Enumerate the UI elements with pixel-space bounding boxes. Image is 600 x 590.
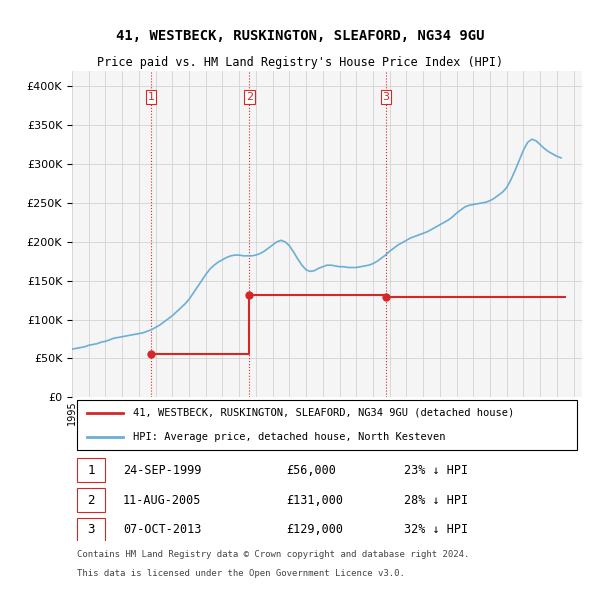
Text: 2: 2 <box>246 92 253 102</box>
Text: £131,000: £131,000 <box>286 494 343 507</box>
Text: Contains HM Land Registry data © Crown copyright and database right 2024.: Contains HM Land Registry data © Crown c… <box>77 550 469 559</box>
Text: 2: 2 <box>88 494 95 507</box>
Text: 32% ↓ HPI: 32% ↓ HPI <box>404 523 467 536</box>
Text: £56,000: £56,000 <box>286 464 336 477</box>
Text: 1: 1 <box>148 92 155 102</box>
Text: £129,000: £129,000 <box>286 523 343 536</box>
FancyBboxPatch shape <box>77 488 105 512</box>
FancyBboxPatch shape <box>77 400 577 450</box>
FancyBboxPatch shape <box>77 517 105 542</box>
Text: 28% ↓ HPI: 28% ↓ HPI <box>404 494 467 507</box>
FancyBboxPatch shape <box>77 458 105 483</box>
Text: 07-OCT-2013: 07-OCT-2013 <box>123 523 202 536</box>
Text: 3: 3 <box>382 92 389 102</box>
Text: HPI: Average price, detached house, North Kesteven: HPI: Average price, detached house, Nort… <box>133 432 446 442</box>
Text: 24-SEP-1999: 24-SEP-1999 <box>123 464 202 477</box>
Text: 1: 1 <box>88 464 95 477</box>
Text: This data is licensed under the Open Government Licence v3.0.: This data is licensed under the Open Gov… <box>77 569 405 578</box>
Text: 11-AUG-2005: 11-AUG-2005 <box>123 494 202 507</box>
Text: 23% ↓ HPI: 23% ↓ HPI <box>404 464 467 477</box>
Text: Price paid vs. HM Land Registry's House Price Index (HPI): Price paid vs. HM Land Registry's House … <box>97 56 503 69</box>
Text: 3: 3 <box>88 523 95 536</box>
Text: 41, WESTBECK, RUSKINGTON, SLEAFORD, NG34 9GU: 41, WESTBECK, RUSKINGTON, SLEAFORD, NG34… <box>116 30 484 44</box>
Text: 41, WESTBECK, RUSKINGTON, SLEAFORD, NG34 9GU (detached house): 41, WESTBECK, RUSKINGTON, SLEAFORD, NG34… <box>133 408 514 418</box>
